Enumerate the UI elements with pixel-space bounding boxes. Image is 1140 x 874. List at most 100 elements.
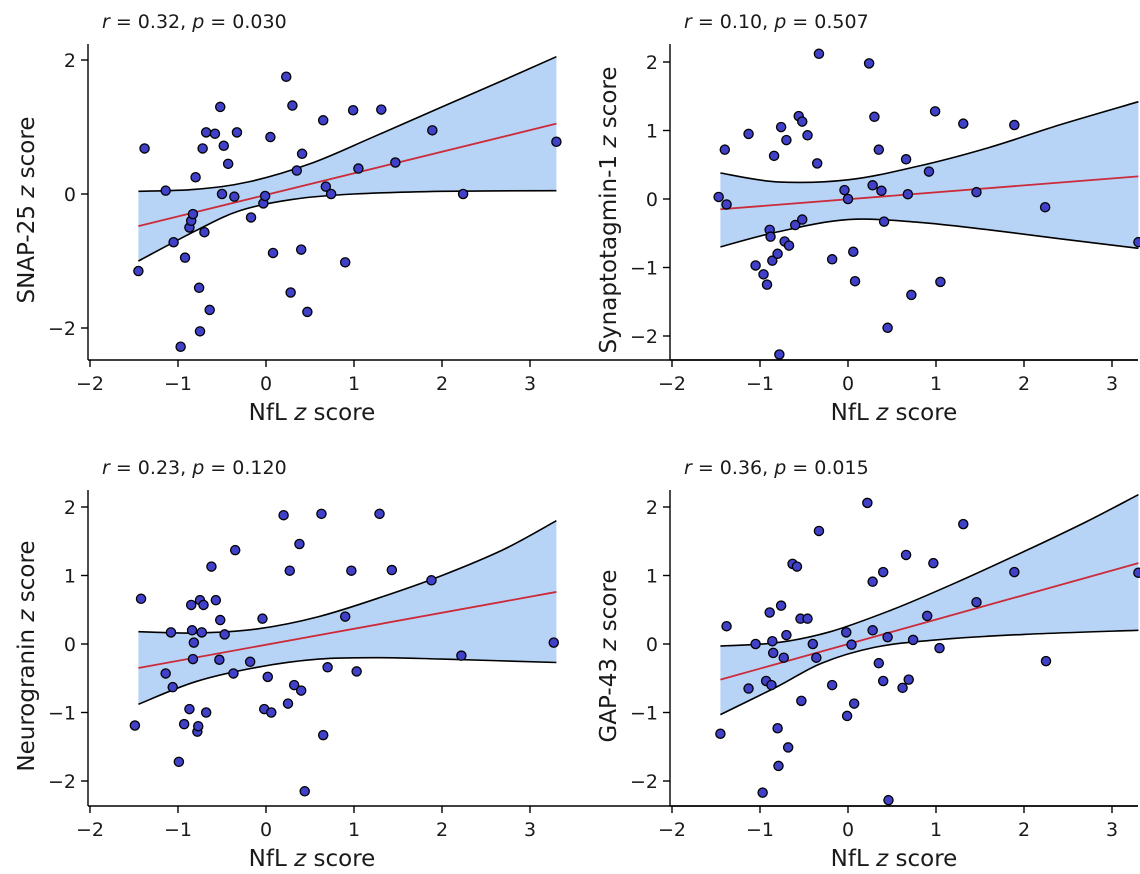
stat-p-symbol: p: [773, 457, 786, 479]
y-tick-label: 0: [646, 634, 658, 656]
x-tick-label: −1: [746, 373, 774, 395]
y-tick-label: 1: [646, 121, 658, 143]
data-point: [846, 639, 857, 650]
data-point: [721, 620, 732, 632]
data-point: [209, 128, 221, 139]
data-point: [934, 642, 945, 654]
x-tick-label: 3: [1106, 373, 1118, 395]
data-point: [877, 675, 889, 687]
y-axis-title: SNAP-25 z score: [14, 117, 40, 304]
data-point: [971, 596, 982, 608]
x-tick-label: 3: [1106, 819, 1118, 841]
y-tick-label: −2: [48, 771, 76, 793]
data-point: [302, 306, 313, 318]
data-point: [295, 685, 307, 696]
data-point: [750, 638, 761, 650]
data-point: [325, 188, 337, 200]
confidence-band: [138, 56, 557, 262]
stat-p-symbol: p: [773, 11, 786, 33]
x-tick-label: 3: [524, 819, 536, 841]
x-tick-label: 1: [348, 373, 360, 395]
data-point: [133, 265, 144, 277]
data-point: [179, 252, 191, 263]
data-point: [878, 216, 890, 227]
data-point: [262, 671, 274, 683]
data-point: [267, 247, 279, 259]
data-point: [386, 564, 398, 576]
data-point: [198, 599, 209, 611]
data-point: [284, 565, 296, 576]
y-axis-title-rest: score: [14, 117, 40, 186]
x-axis-title: NfL z score: [831, 846, 958, 872]
stat-r-value: = 0.10,: [692, 11, 774, 33]
plot-area: [715, 493, 1140, 806]
y-tick-label: −1: [630, 703, 658, 725]
data-point: [244, 656, 256, 668]
data-point: [222, 158, 234, 170]
data-point: [347, 105, 359, 116]
data-point: [457, 188, 469, 200]
data-point: [757, 787, 768, 798]
data-point: [767, 647, 779, 659]
y-axis-title-text: GAP-43: [596, 651, 622, 743]
data-point: [1040, 655, 1052, 667]
stat-p-symbol: p: [191, 457, 204, 479]
data-point: [193, 282, 205, 294]
data-point: [783, 240, 795, 251]
x-axis-title-rest: score: [306, 400, 375, 426]
data-point: [204, 304, 215, 316]
data-point: [214, 101, 226, 113]
data-point: [295, 244, 307, 255]
data-point: [190, 171, 201, 183]
data-point: [900, 154, 912, 165]
y-axis-title-rest: score: [596, 66, 622, 135]
data-point: [958, 518, 969, 530]
data-point: [317, 729, 329, 741]
data-point: [353, 163, 364, 174]
data-point: [743, 683, 754, 694]
data-point: [245, 212, 257, 223]
data-point: [218, 140, 230, 152]
data-point: [869, 111, 880, 123]
data-point: [187, 653, 199, 665]
y-tick-label: −2: [630, 771, 658, 793]
x-tick-label: −2: [658, 819, 686, 841]
data-point: [923, 166, 935, 177]
x-axis-title-italic: z: [293, 400, 307, 426]
data-point: [259, 190, 271, 202]
data-point: [907, 634, 919, 646]
data-point: [826, 254, 838, 265]
correlation-stat: r = 0.36, p = 0.015: [684, 457, 869, 479]
data-point: [775, 600, 787, 611]
data-point: [841, 710, 853, 722]
data-point: [877, 566, 889, 578]
data-point: [184, 703, 195, 715]
data-point: [200, 127, 212, 138]
confidence-upper-line: [720, 493, 1139, 647]
x-tick-label: −2: [658, 373, 686, 395]
data-point: [781, 629, 792, 641]
y-tick-label: 1: [646, 566, 658, 588]
data-point: [178, 718, 190, 730]
regression-line: [138, 122, 557, 228]
data-point: [214, 614, 226, 626]
data-point: [294, 538, 305, 550]
data-point: [791, 561, 803, 572]
data-point: [758, 269, 769, 280]
data-point: [160, 185, 171, 196]
data-point: [206, 561, 217, 572]
data-point: [288, 679, 300, 691]
data-point: [882, 631, 893, 643]
data-point: [185, 599, 197, 611]
stat-p-value: = 0.015: [786, 457, 868, 479]
x-tick-label: 1: [930, 819, 942, 841]
data-point: [774, 349, 785, 360]
data-point: [219, 629, 230, 640]
regression-line: [720, 175, 1139, 211]
data-point: [715, 728, 726, 739]
data-point: [291, 165, 303, 176]
data-point: [173, 756, 185, 768]
y-tick-label: 2: [646, 52, 658, 74]
data-point: [873, 144, 885, 155]
